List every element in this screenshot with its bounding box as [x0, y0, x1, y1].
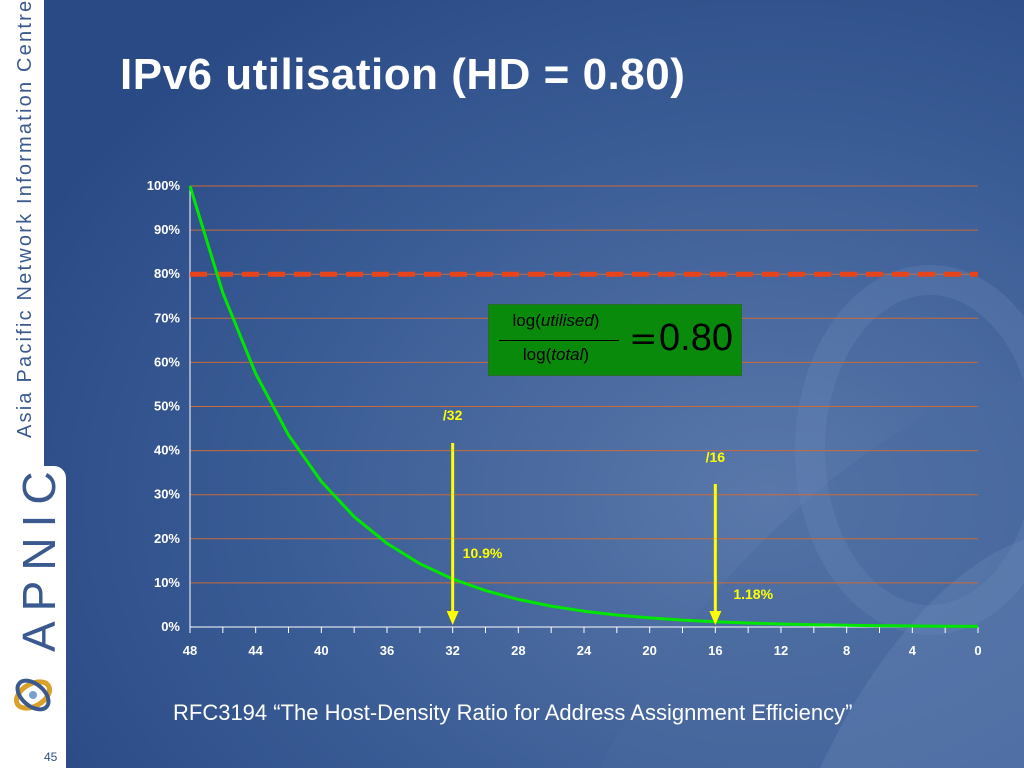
y-tick-label: 100% [147, 178, 181, 193]
y-tick-label: 20% [154, 531, 180, 546]
marker-value-label: 1.18% [733, 586, 773, 602]
x-tick-label: 48 [183, 643, 197, 658]
formula-value: 0.80 [659, 317, 733, 359]
y-tick-label: 70% [154, 310, 180, 325]
hd-ratio-formula: log(utilised) log(total) = 0.80 [488, 304, 742, 376]
y-tick-label: 10% [154, 575, 180, 590]
x-tick-label: 32 [445, 643, 459, 658]
x-tick-label: 8 [843, 643, 850, 658]
page-number: 45 [44, 750, 58, 764]
y-tick-label: 30% [154, 487, 180, 502]
marker-arrowhead [709, 611, 722, 625]
denominator-variable: total [551, 345, 584, 364]
source-caption: RFC3194 “The Host-Density Ratio for Addr… [173, 700, 853, 725]
x-tick-label: 40 [314, 643, 328, 658]
sidebar-panel [0, 0, 44, 466]
y-tick-label: 0% [161, 619, 180, 634]
sidebar-logo-panel [0, 466, 66, 768]
formula-numerator: log(utilised) [495, 311, 617, 331]
y-tick-label: 60% [154, 354, 180, 369]
formula-denominator: log(total) [495, 345, 617, 365]
x-tick-label: 36 [380, 643, 394, 658]
formula-equals: = [629, 319, 658, 359]
x-tick-label: 4 [909, 643, 917, 658]
x-tick-label: 12 [774, 643, 788, 658]
x-tick-label: 0 [974, 643, 981, 658]
x-tick-label: 28 [511, 643, 525, 658]
utilisation-curve [188, 185, 979, 628]
numerator-variable: utilised [540, 311, 594, 330]
fraction-bar [499, 340, 619, 341]
y-tick-label: 40% [154, 443, 180, 458]
y-tick-label: 90% [154, 222, 180, 237]
marker-prefix-label: /32 [443, 407, 463, 423]
marker-prefix-label: /16 [706, 449, 726, 465]
denominator-prefix: log( [522, 345, 552, 364]
denominator-suffix: ) [583, 345, 590, 364]
numerator-suffix: ) [593, 311, 600, 330]
marker-arrowhead [446, 611, 459, 625]
x-tick-label: 16 [708, 643, 722, 658]
x-tick-label: 44 [248, 643, 263, 658]
apnic-swirl-icon [13, 678, 53, 712]
slide-title: IPv6 utilisation (HD = 0.80) [120, 50, 686, 99]
x-tick-label: 24 [577, 643, 592, 658]
y-tick-label: 50% [154, 399, 180, 414]
y-tick-label: 80% [154, 266, 180, 281]
x-tick-label: 20 [642, 643, 656, 658]
numerator-prefix: log( [512, 311, 541, 330]
marker-value-label: 10.9% [463, 545, 503, 561]
